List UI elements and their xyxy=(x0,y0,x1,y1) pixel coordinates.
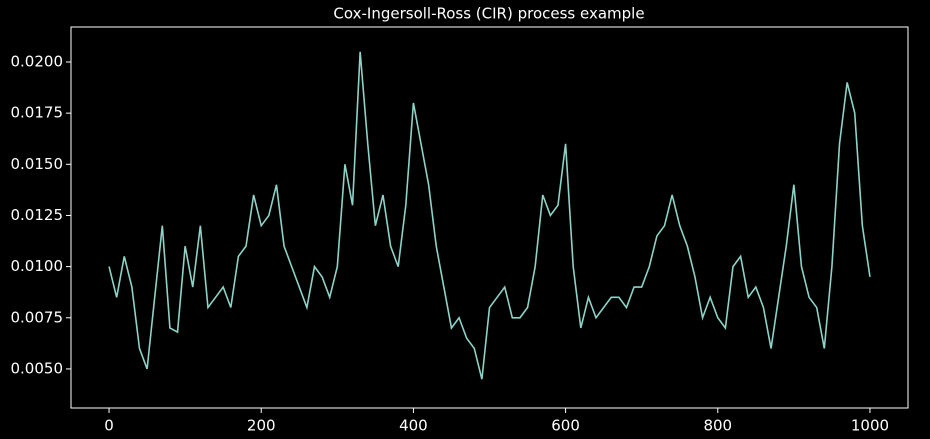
x-tick-label: 600 xyxy=(551,417,580,435)
y-tick-label: 0.0200 xyxy=(11,52,64,70)
x-tick-label: 200 xyxy=(247,417,276,435)
plot-frame xyxy=(70,26,909,409)
y-tick-label: 0.0050 xyxy=(11,359,64,377)
y-tick-label: 0.0150 xyxy=(11,155,64,173)
y-tick-label: 0.0175 xyxy=(11,104,64,122)
x-tick-label: 1000 xyxy=(851,417,889,435)
y-tick-label: 0.0100 xyxy=(11,257,64,275)
x-tick-label: 400 xyxy=(399,417,428,435)
data-line xyxy=(108,51,871,380)
y-tick-label: 0.0075 xyxy=(11,308,64,326)
x-tick-label: 0 xyxy=(104,417,114,435)
x-tick-label: 800 xyxy=(703,417,732,435)
y-tick-label: 0.0125 xyxy=(11,206,64,224)
chart-title: Cox-Ingersoll-Ross (CIR) process example xyxy=(333,5,644,23)
